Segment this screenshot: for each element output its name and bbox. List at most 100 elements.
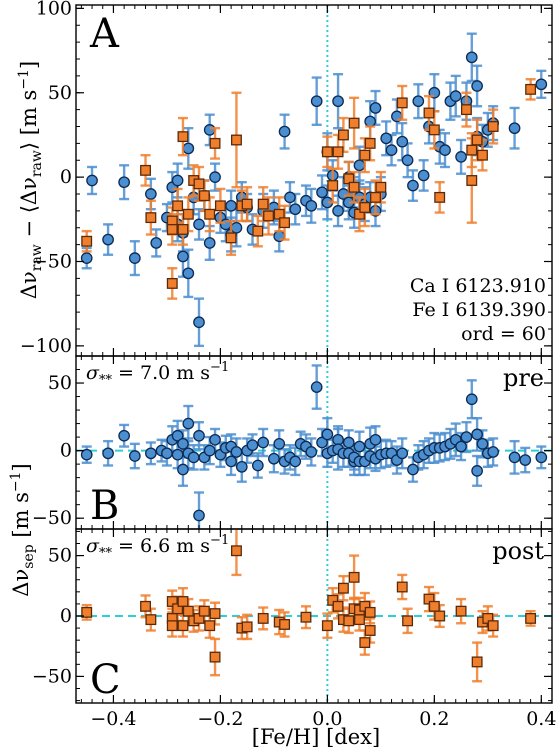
- data-point: [177, 596, 189, 607]
- panel-letter-c: C: [90, 657, 121, 703]
- y-tick-label: −100: [20, 335, 72, 357]
- data-point: [214, 200, 226, 212]
- data-point: [171, 174, 184, 187]
- data-point: [177, 250, 189, 263]
- data-point: [466, 175, 478, 186]
- data-point: [102, 233, 114, 246]
- data-point: [203, 444, 216, 457]
- data-point: [193, 509, 205, 522]
- panel-a-plot-area: [80, 5, 548, 356]
- data-point: [439, 144, 451, 156]
- y-tick-label: 0: [60, 605, 72, 627]
- data-point: [209, 608, 221, 620]
- data-point: [225, 199, 237, 212]
- y-tick-label: −50: [32, 665, 72, 687]
- data-point: [316, 186, 328, 199]
- data-point: [471, 428, 483, 441]
- data-point: [402, 615, 414, 627]
- data-point: [369, 433, 382, 446]
- data-point: [332, 205, 344, 217]
- data-point: [396, 135, 409, 148]
- x-axis-label: [Fe/H] [dex]: [252, 725, 380, 749]
- data-point: [225, 455, 237, 468]
- data-point: [289, 203, 302, 216]
- data-point: [177, 438, 189, 450]
- data-point: [225, 232, 237, 244]
- panel-c-plot-area: [76, 529, 552, 703]
- data-point: [348, 571, 360, 583]
- data-point: [375, 181, 387, 193]
- data-point: [348, 181, 360, 193]
- data-point: [166, 277, 178, 289]
- data-point: [471, 134, 483, 146]
- data-point: [508, 451, 521, 464]
- data-point: [177, 223, 189, 235]
- data-point: [449, 90, 462, 102]
- panel-a-annotation: ord = 60: [461, 323, 546, 345]
- data-point: [150, 237, 163, 249]
- data-point: [364, 115, 377, 128]
- data-point: [145, 614, 157, 626]
- data-point: [278, 125, 291, 138]
- sigma-label-b: σ** = 7.0 m s−1: [86, 360, 229, 388]
- x-tick-label: −0.4: [90, 708, 136, 730]
- y-tick-label: 50: [48, 372, 72, 394]
- data-point: [535, 78, 548, 91]
- data-point: [80, 448, 93, 461]
- data-point: [193, 178, 205, 190]
- data-point: [203, 237, 216, 249]
- data-point: [177, 620, 189, 632]
- data-point: [86, 174, 98, 187]
- x-tick-label: 0.0: [312, 708, 342, 730]
- data-point: [359, 202, 371, 213]
- data-point: [81, 235, 93, 247]
- data-point: [321, 620, 333, 632]
- data-point: [182, 267, 195, 280]
- data-point: [385, 144, 398, 156]
- data-point: [525, 83, 537, 95]
- data-point: [471, 80, 483, 92]
- data-point: [327, 180, 339, 192]
- data-point: [140, 164, 151, 176]
- data-point: [268, 452, 280, 465]
- y-axis-label-a: Δνraw − ⟨Δνraw⟩ [m s−1]: [16, 61, 45, 299]
- data-point: [193, 316, 205, 329]
- data-point: [508, 122, 521, 135]
- data-point: [257, 612, 269, 624]
- data-point: [128, 252, 141, 264]
- data-point: [300, 611, 312, 623]
- data-point: [487, 620, 499, 632]
- data-point: [471, 656, 483, 668]
- data-point: [305, 199, 318, 212]
- data-point: [203, 124, 216, 136]
- data-point: [279, 619, 291, 630]
- series-pre: [80, 364, 548, 529]
- data-point: [487, 121, 499, 132]
- data-point: [428, 600, 440, 612]
- data-point: [434, 191, 446, 203]
- data-point: [353, 440, 366, 453]
- data-point: [257, 436, 270, 449]
- data-point: [209, 433, 221, 446]
- data-point: [342, 436, 355, 449]
- y-tick-label: −50: [32, 507, 72, 529]
- data-point: [145, 188, 157, 200]
- data-point: [428, 124, 440, 136]
- y-tick-label: 100: [36, 0, 72, 19]
- data-point: [128, 450, 141, 462]
- data-point: [370, 191, 381, 203]
- data-point: [182, 605, 194, 617]
- panel-c: −50 0 50 Cσ** = 6.6 m s−1 post: [32, 528, 553, 704]
- data-point: [171, 448, 184, 461]
- y-tick-label: 0: [60, 440, 72, 462]
- data-point: [332, 600, 344, 612]
- data-point: [364, 606, 376, 618]
- data-point: [230, 134, 242, 146]
- data-point: [364, 625, 376, 636]
- series-post: [81, 529, 537, 683]
- data-point: [166, 223, 178, 235]
- data-point: [182, 417, 195, 430]
- data-point: [140, 600, 151, 612]
